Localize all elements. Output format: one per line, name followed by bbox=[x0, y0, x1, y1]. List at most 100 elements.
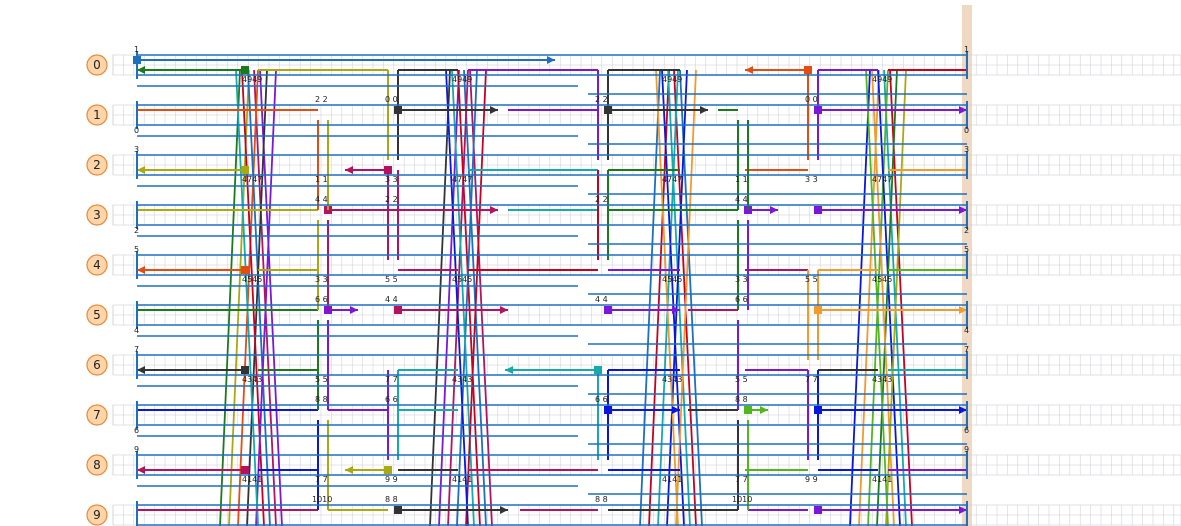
crossing-wire bbox=[657, 69, 679, 526]
arrow-right-icon bbox=[760, 406, 768, 414]
lane-rails bbox=[136, 51, 968, 526]
pair-label: 4 4 bbox=[595, 295, 608, 304]
connection bbox=[505, 366, 602, 374]
arrow-left-icon bbox=[345, 466, 353, 474]
arrow-left-icon bbox=[745, 66, 753, 74]
node-square bbox=[241, 366, 249, 374]
connection bbox=[394, 306, 508, 314]
wires bbox=[133, 56, 967, 526]
node-square bbox=[241, 466, 249, 474]
node-square bbox=[241, 166, 249, 174]
connection bbox=[345, 466, 392, 474]
pair-label: 3 3 bbox=[385, 175, 398, 184]
lane-left-label: 9 bbox=[134, 445, 139, 454]
connection bbox=[137, 466, 249, 474]
pair-label: 8 8 bbox=[385, 495, 398, 504]
crossing-label: 4545 bbox=[872, 275, 892, 284]
pair-label: 9 9 bbox=[385, 475, 398, 484]
crossing-label: 4545 bbox=[242, 275, 262, 284]
connection bbox=[137, 166, 249, 174]
arrow-right-icon bbox=[959, 506, 967, 514]
connection bbox=[137, 366, 249, 374]
crossing-label: 4141 bbox=[872, 475, 892, 484]
crossing-wire bbox=[246, 69, 268, 526]
pair-label: 2 2 bbox=[385, 195, 398, 204]
pair-label: 1010 bbox=[312, 495, 332, 504]
lane-marker-8[interactable]: 8 bbox=[86, 454, 108, 476]
lane-left-label: 7 bbox=[134, 345, 139, 354]
lane-marker-2[interactable]: 2 bbox=[86, 154, 108, 176]
connection bbox=[345, 166, 392, 174]
arrow-right-icon bbox=[490, 106, 498, 114]
lane-circle bbox=[86, 154, 108, 176]
crossing-label: 4747 bbox=[242, 175, 262, 184]
lane-circle bbox=[86, 454, 108, 476]
arrow-right-icon bbox=[770, 206, 778, 214]
lane-marker-9[interactable]: 9 bbox=[86, 504, 108, 526]
lane-marker-7[interactable]: 7 bbox=[86, 404, 108, 426]
lane-grid bbox=[112, 204, 1181, 226]
arrow-right-icon bbox=[700, 106, 708, 114]
crossing-label: 4747 bbox=[662, 175, 682, 184]
lane-grid bbox=[112, 404, 1181, 426]
arrow-right-icon bbox=[672, 406, 680, 414]
pair-label: 5 5 bbox=[805, 275, 818, 284]
connection bbox=[137, 266, 249, 274]
crossing-wire bbox=[673, 69, 697, 526]
arrow-left-icon bbox=[137, 466, 145, 474]
arrow-right-icon bbox=[500, 506, 508, 514]
arrow-left-icon bbox=[345, 166, 353, 174]
crossing-wire bbox=[237, 69, 259, 526]
crossing-wire bbox=[655, 69, 679, 526]
lane-right-label: 4 bbox=[964, 326, 969, 335]
node-square bbox=[394, 506, 402, 514]
arrow-left-icon bbox=[505, 366, 513, 374]
pair-label: 2 2 bbox=[595, 95, 608, 104]
pair-label: 4 4 bbox=[315, 195, 328, 204]
crossing-label: 4141 bbox=[242, 475, 262, 484]
lane-marker-5[interactable]: 5 bbox=[86, 304, 108, 326]
pair-label: 7 7 bbox=[385, 375, 398, 384]
crossing-label: 4949 bbox=[662, 75, 682, 84]
lane-right-label: 6 bbox=[964, 426, 969, 435]
pair-label: 4 4 bbox=[385, 295, 398, 304]
crossing-wire bbox=[871, 69, 895, 526]
lane-grid bbox=[112, 254, 1181, 276]
crossing-wire bbox=[639, 69, 661, 526]
lane-number: 8 bbox=[93, 458, 101, 472]
pair-label: 6 6 bbox=[735, 295, 748, 304]
lane-marker-3[interactable]: 3 bbox=[86, 204, 108, 226]
lane-marker-6[interactable]: 6 bbox=[86, 354, 108, 376]
pair-label: 7 7 bbox=[735, 475, 748, 484]
arrow-right-icon bbox=[959, 206, 967, 214]
lane-right-label: 9 bbox=[964, 445, 969, 454]
pair-label: 2 2 bbox=[315, 95, 328, 104]
crossing-wire bbox=[876, 69, 898, 526]
pair-label: 0 0 bbox=[385, 95, 398, 104]
connection bbox=[394, 506, 508, 514]
connection bbox=[604, 406, 680, 414]
lane-right-label: 5 bbox=[964, 245, 969, 254]
lane-grid bbox=[112, 504, 1181, 526]
lane-grid bbox=[112, 154, 1181, 176]
pair-label: 1 1 bbox=[735, 175, 748, 184]
crossing-label: 4343 bbox=[242, 375, 262, 384]
crossing-label: 4343 bbox=[662, 375, 682, 384]
arrow-right-icon bbox=[672, 306, 680, 314]
crossing-wire bbox=[241, 69, 265, 526]
lane-marker-1[interactable]: 1 bbox=[86, 104, 108, 126]
crossing-wire bbox=[867, 69, 889, 526]
lane-right-label: 0 bbox=[964, 126, 969, 135]
lane-left-label: 3 bbox=[134, 145, 139, 154]
lane-marker-4[interactable]: 4 bbox=[86, 254, 108, 276]
lane-marker-0[interactable]: 0 bbox=[86, 54, 108, 76]
arrow-left-icon bbox=[137, 166, 145, 174]
crossing-label: 4747 bbox=[452, 175, 472, 184]
connection bbox=[604, 306, 680, 314]
node-square bbox=[241, 66, 249, 74]
pair-label: 3 3 bbox=[735, 275, 748, 284]
lane-number: 6 bbox=[93, 358, 101, 372]
pair-label: 6 6 bbox=[385, 395, 398, 404]
lane-left-label: 6 bbox=[134, 426, 139, 435]
